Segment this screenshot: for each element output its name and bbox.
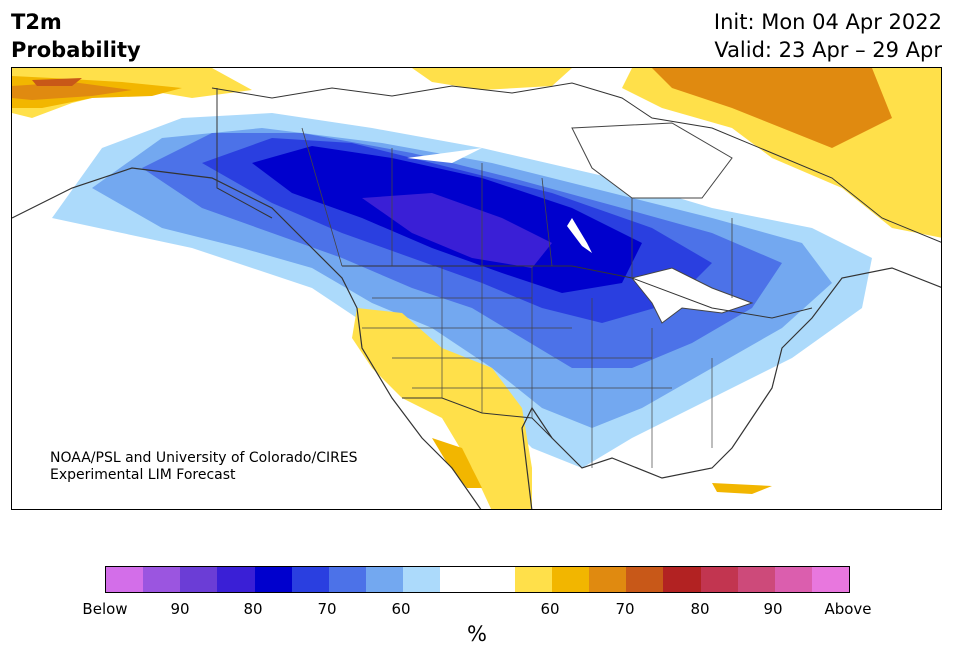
map-panel: NOAA/PSL and University of Colorado/CIRE… <box>11 67 942 510</box>
title-line-1: T2m <box>11 10 62 34</box>
arctic-coastline <box>211 82 941 243</box>
colorbar-tick-label: 90 <box>170 600 190 618</box>
colorbar-tick-label: 60 <box>391 600 411 618</box>
probability-map <box>12 68 941 509</box>
init-date: Init: Mon 04 Apr 2022 <box>713 10 942 34</box>
province-borders <box>301 127 733 298</box>
colorbar-swatch <box>143 567 181 592</box>
colorbar-swatch <box>589 567 627 592</box>
credit-text: NOAA/PSL and University of Colorado/CIRE… <box>50 450 358 484</box>
colorbar-tick-label: 80 <box>690 600 710 618</box>
map-title: T2m Probability <box>11 8 141 64</box>
colorbar-swatch <box>514 567 552 592</box>
colorbar-swatch <box>737 567 775 592</box>
title-line-2: Probability <box>11 38 141 62</box>
colorbar-swatch <box>291 567 329 592</box>
colorbar-swatch <box>366 567 404 592</box>
colorbar-swatch <box>217 567 255 592</box>
credit-line-1: NOAA/PSL and University of Colorado/CIRE… <box>50 450 358 466</box>
colorbar-tick-label: Above <box>824 600 872 618</box>
credit-line-2: Experimental LIM Forecast <box>50 467 236 483</box>
colorbar-swatch <box>328 567 367 592</box>
hudson-bay-water <box>571 122 733 199</box>
colorbar-tick-label: 60 <box>540 600 560 618</box>
alaska-border <box>216 88 273 219</box>
colorbar <box>105 566 850 593</box>
valid-date: Valid: 23 Apr – 29 Apr <box>714 38 942 62</box>
cold-region-85 <box>362 193 552 268</box>
colorbar-tick-label: 90 <box>763 600 783 618</box>
colorbar-swatch <box>440 567 478 592</box>
colorbar-swatch <box>811 567 850 592</box>
colorbar-swatch <box>700 567 738 592</box>
colorbar-swatch <box>403 567 441 592</box>
colorbar-unit: % <box>467 622 487 646</box>
colorbar-tick-label: 70 <box>615 600 635 618</box>
warm-region-cuba <box>712 483 772 494</box>
colorbar-tick-label: Below <box>82 600 128 618</box>
state-borders <box>362 266 713 468</box>
colorbar-tick-label: 70 <box>317 600 337 618</box>
colorbar-swatch <box>663 567 701 592</box>
warm-region-canada-arctic <box>412 68 572 90</box>
colorbar-swatch <box>180 567 218 592</box>
colorbar-swatch <box>477 567 515 592</box>
lake-winnipeg <box>567 218 592 253</box>
colorbar-swatch <box>254 567 292 592</box>
colorbar-swatch <box>551 567 590 592</box>
colorbar-swatch <box>774 567 812 592</box>
warm-region-greenland-core <box>652 68 892 148</box>
warm-region-alaska-core <box>12 82 132 100</box>
forecast-dates: Init: Mon 04 Apr 2022 Valid: 23 Apr – 29… <box>714 8 942 64</box>
great-slave-lake <box>407 148 482 163</box>
warm-region-alaska-peak <box>32 78 82 86</box>
pacific-coastline <box>12 167 482 509</box>
colorbar-swatch <box>106 567 144 592</box>
colorbar-tick-label: 80 <box>243 600 263 618</box>
atlantic-coastline <box>521 267 941 509</box>
warm-region-mexico-core <box>432 438 482 488</box>
colorbar-swatch <box>626 567 664 592</box>
